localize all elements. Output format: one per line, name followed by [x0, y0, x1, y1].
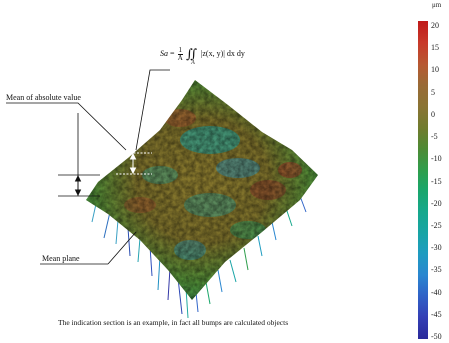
abs-value-markers [116, 152, 152, 175]
formula-leader [135, 69, 170, 151]
colorbar-tick-label: -50 [431, 332, 442, 341]
annotation-lines [6, 69, 170, 265]
colorbar-tick-label: -15 [431, 176, 442, 186]
caption: The indication section is an example, in… [58, 318, 289, 327]
colorbar-tick-label: 20 [431, 21, 439, 30]
formula-fraction: 1 A [177, 45, 184, 62]
formula-denominator: A [177, 53, 183, 62]
colorbar-tick-label: -5 [431, 132, 438, 142]
colorbar-tick-label: 15 [431, 43, 439, 53]
mean-abs-leader [6, 102, 127, 151]
mean-plane-arrows [74, 174, 82, 197]
colorbar-tick-label: 10 [431, 65, 439, 75]
colorbar-tick-label: -10 [431, 154, 442, 164]
colorbar-tick-label: -40 [431, 287, 442, 297]
colorbar-tick-label: -20 [431, 198, 442, 208]
formula-lhs: Sa [160, 48, 168, 58]
mean-plane-label: Mean plane [42, 254, 80, 263]
surface-body [86, 80, 318, 300]
formula-integrand: |z(x, y)| dx dy [200, 48, 245, 58]
colorbar-tick-label: -45 [431, 309, 442, 319]
colorbar-tick-label: -25 [431, 220, 442, 230]
sa-formula: Sa = 1 A ∬ A |z(x, y)| dx dy [160, 45, 245, 66]
formula-eq: = [170, 48, 175, 58]
colorbar [418, 21, 428, 339]
double-integral-symbol: ∬ [186, 46, 198, 61]
surface-spikes [91, 195, 307, 319]
integral-domain: A [191, 59, 195, 66]
colorbar-unit: μm [432, 1, 442, 9]
colorbar-tick-label: -30 [431, 243, 442, 253]
mean-abs-label: Mean of absolute value [6, 93, 81, 102]
formula-numerator: 1 [177, 45, 184, 55]
colorbar-tick-label: 5 [431, 87, 435, 97]
colorbar-tick-label: 0 [431, 109, 435, 119]
colorbar-tick-label: -35 [431, 265, 442, 275]
